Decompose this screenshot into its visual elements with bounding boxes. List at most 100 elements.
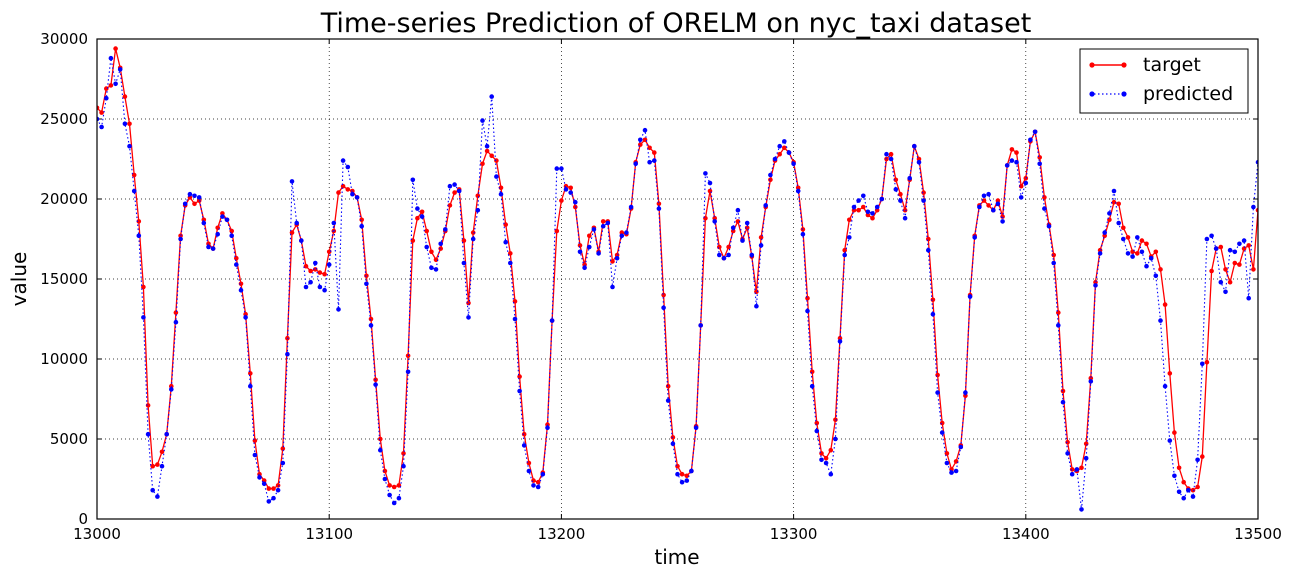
point-predicted	[257, 475, 262, 480]
point-predicted	[587, 244, 592, 250]
point-predicted	[1204, 236, 1210, 242]
point-target	[1232, 260, 1238, 266]
point-target	[926, 236, 931, 242]
point-predicted	[591, 227, 597, 232]
point-target	[893, 177, 899, 183]
point-predicted	[1079, 507, 1084, 512]
point-predicted	[758, 243, 764, 248]
point-target	[1246, 243, 1251, 248]
y-tick-label: 25000	[40, 110, 88, 128]
point-predicted	[577, 249, 583, 255]
point-target	[582, 262, 587, 267]
point-predicted	[359, 223, 365, 229]
point-predicted	[1032, 129, 1038, 135]
point-target	[289, 230, 295, 235]
point-predicted	[652, 158, 657, 163]
point-predicted	[1158, 318, 1163, 323]
y-tick-label: 0	[78, 510, 88, 528]
point-predicted	[164, 431, 169, 437]
point-predicted	[1004, 163, 1010, 168]
point-predicted	[563, 187, 569, 192]
point-predicted	[238, 287, 244, 293]
point-target	[1088, 375, 1094, 381]
point-target	[415, 215, 420, 221]
point-predicted	[1000, 219, 1005, 224]
point-target	[712, 215, 717, 221]
point-target	[1190, 487, 1196, 493]
point-target	[220, 211, 225, 216]
point-target	[1153, 249, 1159, 255]
point-predicted	[958, 444, 964, 450]
point-predicted	[1009, 158, 1015, 163]
point-predicted	[596, 251, 601, 256]
point-predicted	[610, 284, 615, 290]
point-predicted	[1069, 471, 1075, 477]
point-predicted	[1279, 291, 1284, 296]
point-target	[1172, 430, 1177, 435]
point-predicted	[470, 236, 476, 242]
point-predicted	[1014, 159, 1019, 165]
point-predicted	[433, 267, 439, 272]
point-predicted	[861, 193, 866, 199]
point-predicted	[559, 166, 564, 171]
point-predicted	[744, 220, 750, 226]
point-target	[930, 297, 936, 303]
point-target	[1241, 246, 1247, 251]
point-predicted	[424, 244, 430, 250]
point-predicted	[967, 294, 973, 299]
point-predicted	[508, 260, 513, 266]
point-predicted	[480, 118, 485, 123]
point-predicted	[415, 206, 420, 211]
point-target	[717, 244, 722, 250]
point-predicted	[224, 217, 230, 223]
point-target	[1218, 244, 1224, 250]
point-target	[902, 207, 908, 213]
point-target	[131, 172, 137, 178]
point-target	[1288, 363, 1293, 368]
point-predicted	[879, 196, 885, 202]
point-predicted	[1209, 233, 1214, 239]
point-predicted	[647, 159, 652, 165]
point-predicted	[1190, 494, 1196, 499]
point-predicted	[1162, 383, 1168, 389]
point-target	[266, 486, 272, 491]
point-predicted	[252, 452, 258, 458]
point-target	[1176, 465, 1182, 471]
point-predicted	[1176, 489, 1182, 495]
point-predicted	[210, 246, 216, 251]
point-predicted	[786, 150, 792, 155]
plot-frame	[96, 38, 1259, 520]
point-target	[150, 463, 155, 469]
point-predicted	[419, 214, 425, 219]
point-target	[317, 270, 323, 275]
point-predicted	[498, 191, 504, 197]
point-predicted	[981, 193, 987, 199]
point-predicted	[986, 191, 991, 197]
point-predicted	[619, 233, 625, 239]
point-predicted	[1023, 180, 1029, 186]
y-axis-label: value	[7, 252, 31, 307]
point-target	[1279, 227, 1284, 232]
point-predicted	[145, 431, 151, 437]
point-predicted	[549, 318, 555, 323]
point-predicted	[1065, 451, 1070, 456]
point-predicted	[1102, 230, 1107, 235]
point-predicted	[921, 198, 926, 203]
point-target	[1284, 277, 1289, 282]
point-predicted	[373, 382, 378, 387]
point-predicted	[568, 190, 573, 195]
point-target	[498, 185, 504, 191]
point-target	[577, 243, 583, 248]
chart-title: Time-series Prediction of ORELM on nyc_t…	[320, 8, 1032, 39]
point-predicted	[275, 487, 281, 493]
point-target	[391, 484, 397, 490]
point-target	[340, 183, 346, 189]
point-target	[610, 259, 615, 264]
point-target	[517, 374, 522, 379]
point-predicted	[396, 495, 402, 501]
point-predicted	[1172, 473, 1177, 479]
point-target	[652, 150, 657, 155]
point-predicted	[837, 339, 843, 344]
point-target	[587, 233, 592, 239]
point-target	[508, 251, 513, 256]
